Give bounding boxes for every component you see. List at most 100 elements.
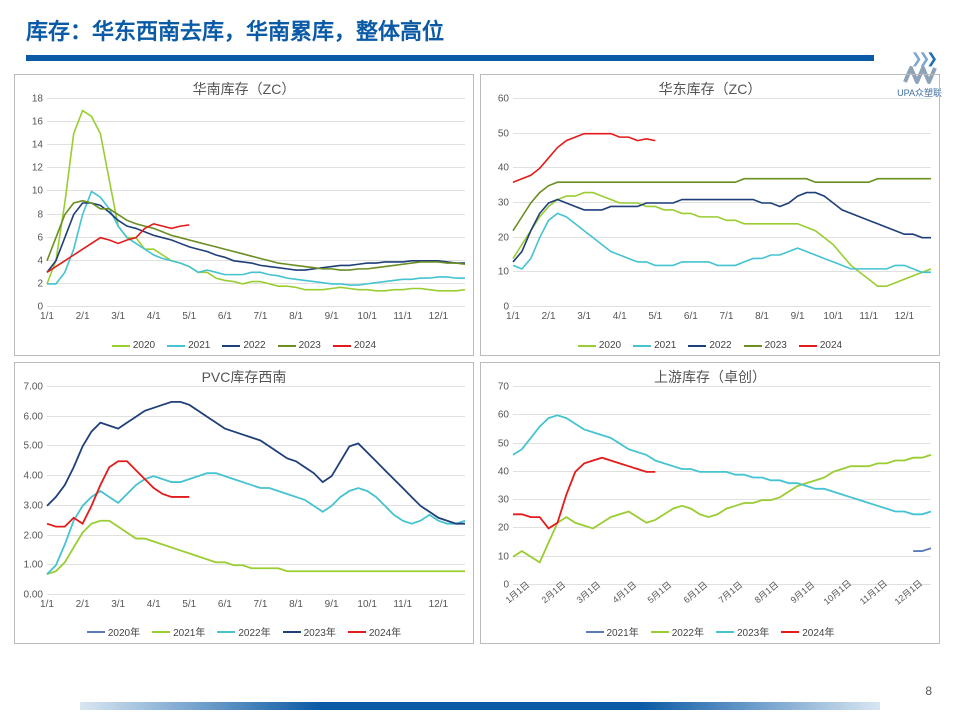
y-tick: 6	[37, 232, 43, 243]
chart-title: 上游库存（卓创）	[485, 367, 935, 387]
y-axis: 0102030405060	[481, 99, 511, 307]
legend-label: 2024	[354, 340, 376, 351]
y-tick: 0	[503, 580, 509, 591]
series-line	[513, 179, 931, 231]
legend-swatch	[578, 345, 596, 347]
legend-swatch	[688, 345, 706, 347]
legend-item: 2023年	[716, 624, 769, 639]
legend-label: 2022	[243, 340, 265, 351]
legend-label: 2023年	[304, 624, 336, 639]
series-line	[513, 134, 655, 183]
legend-swatch	[781, 631, 799, 633]
chart-grid: 华南库存（ZC）0246810121416181/12/13/14/15/16/…	[0, 74, 960, 644]
x-tick: 6/1	[218, 599, 232, 610]
series-line	[47, 191, 465, 285]
legend-item: 2022年	[217, 624, 270, 639]
chart-title: 华南库存（ZC）	[19, 79, 469, 99]
plot-svg	[513, 99, 931, 307]
x-tick: 11/1	[859, 311, 878, 322]
series-line	[513, 193, 931, 262]
legend-item: 2023	[278, 340, 321, 351]
legend: 20202021202220232024	[481, 339, 939, 352]
x-axis: 1/12/13/14/15/16/17/18/19/110/111/112/1	[513, 311, 931, 325]
x-tick: 11/1	[393, 599, 412, 610]
y-tick: 40	[498, 163, 509, 174]
y-tick: 60	[498, 94, 509, 105]
series-line	[513, 458, 655, 529]
plot-svg	[47, 387, 465, 595]
y-axis: 010203040506070	[481, 387, 511, 585]
y-tick: 10	[498, 551, 509, 562]
series-line	[913, 548, 931, 551]
legend-swatch	[348, 631, 366, 633]
legend-label: 2022年	[238, 624, 270, 639]
x-tick: 10/1	[357, 599, 376, 610]
x-tick: 7/1	[253, 311, 267, 322]
legend-item: 2021	[633, 340, 676, 351]
y-tick: 20	[498, 232, 509, 243]
y-tick: 3.00	[24, 500, 43, 511]
x-tick: 10/1	[357, 311, 376, 322]
legend-swatch	[278, 345, 296, 347]
y-tick: 8	[37, 209, 43, 220]
x-tick: 1/1	[40, 311, 54, 322]
y-tick: 70	[498, 382, 509, 393]
title-rule: ❯❯❯	[26, 50, 934, 68]
y-tick: 10	[32, 186, 43, 197]
footer-bar	[80, 702, 880, 710]
legend-label: 2023	[765, 340, 787, 351]
x-tick: 9/1	[325, 599, 339, 610]
legend-item: 2022	[688, 340, 731, 351]
x-tick: 8/1	[755, 311, 769, 322]
x-tick: 2/1	[542, 311, 556, 322]
y-tick: 4	[37, 255, 43, 266]
title-row: 库存：华东西南去库，华南累库，整体高位	[0, 0, 960, 50]
legend-label: 2024年	[369, 624, 401, 639]
plot-area	[513, 99, 931, 307]
legend-label: 2023	[299, 340, 321, 351]
y-tick: 18	[32, 94, 43, 105]
x-tick: 12/1	[895, 311, 914, 322]
x-tick: 9/1	[791, 311, 805, 322]
chart-panel: PVC库存西南0.001.002.003.004.005.006.007.001…	[14, 362, 474, 644]
x-tick: 5/1	[182, 311, 196, 322]
legend-item: 2024	[799, 340, 842, 351]
legend-item: 2020年	[87, 624, 140, 639]
x-tick: 8/1	[289, 599, 303, 610]
x-tick: 3/1	[111, 599, 125, 610]
legend-swatch	[283, 631, 301, 633]
series-line	[513, 213, 931, 272]
x-tick: 4/1	[147, 311, 161, 322]
y-tick: 1.00	[24, 560, 43, 571]
y-tick: 5.00	[24, 441, 43, 452]
x-tick: 3/1	[577, 311, 591, 322]
legend-swatch	[651, 631, 669, 633]
y-tick: 20	[498, 523, 509, 534]
y-tick: 14	[32, 140, 43, 151]
plot-svg	[513, 387, 931, 585]
legend-item: 2023	[744, 340, 787, 351]
legend-swatch	[152, 631, 170, 633]
y-tick: 50	[498, 128, 509, 139]
legend-item: 2020	[112, 340, 155, 351]
x-tick: 10/1	[823, 311, 842, 322]
x-tick: 7/1	[253, 599, 267, 610]
plot-area	[513, 387, 931, 585]
legend-item: 2021	[167, 340, 210, 351]
legend-swatch	[167, 345, 185, 347]
series-line	[47, 203, 465, 272]
x-tick: 7/1	[719, 311, 733, 322]
chart-title: 华东库存（ZC）	[485, 79, 935, 99]
x-tick: 6/1	[684, 311, 698, 322]
x-tick: 1/1	[506, 311, 520, 322]
x-tick: 5/1	[182, 599, 196, 610]
y-axis: 024681012141618	[15, 99, 45, 307]
x-tick: 6/1	[218, 311, 232, 322]
plot-area	[47, 387, 465, 595]
series-line	[513, 415, 931, 514]
x-tick: 1/1	[40, 599, 54, 610]
legend-swatch	[799, 345, 817, 347]
slide: 库存：华东西南去库，华南累库，整体高位 ❯❯❯ UPA众塑联 华南库存（ZC）0…	[0, 0, 960, 720]
y-tick: 2.00	[24, 530, 43, 541]
y-tick: 16	[32, 117, 43, 128]
